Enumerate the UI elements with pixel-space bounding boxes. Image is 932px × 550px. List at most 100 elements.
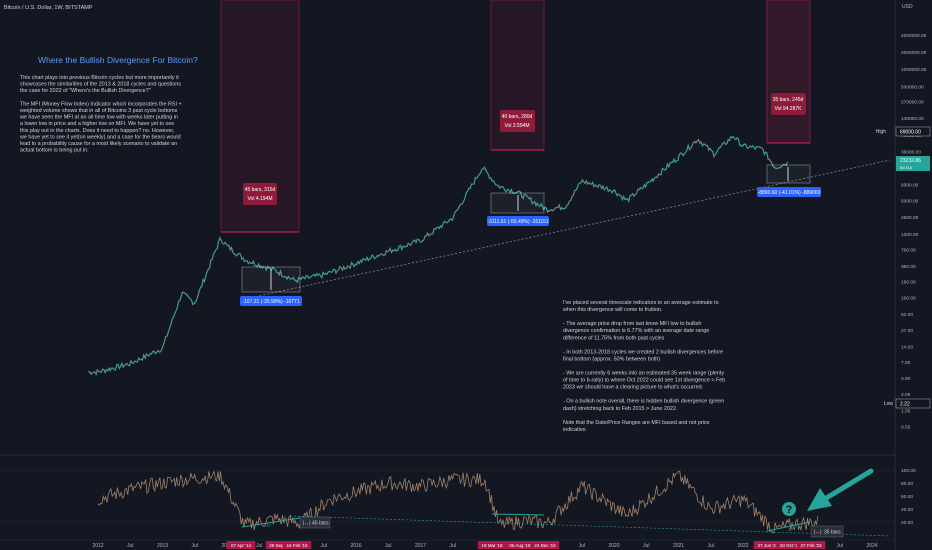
note1-line: lead to a probability cause for a most l… xyxy=(20,141,177,147)
svg-text:27 Jun '22: 27 Jun '22 xyxy=(758,543,779,548)
mfi-divergence-1 xyxy=(241,517,301,528)
price-series-shadow xyxy=(88,135,788,376)
price-tick-label: 500000.00 xyxy=(901,84,924,90)
mfi-axis-ticks: 100.00 80.00 60.00 40.00 20.00 xyxy=(901,468,916,526)
time-tick-label: 2020 xyxy=(608,543,619,549)
time-marker: 16 Feb '15 xyxy=(282,541,312,549)
mfi-tag-3: 1? xyxy=(788,527,794,532)
svg-text:06 Aug '18: 06 Aug '18 xyxy=(509,543,531,548)
time-tick-label: 2022 xyxy=(737,543,748,549)
mfi-tick-label: 20.00 xyxy=(901,520,913,526)
svg-text:45 bars: 45 bars xyxy=(312,521,329,527)
note2-line: - In both 2013-2018 cycles we created 2 … xyxy=(563,349,723,355)
symbol-title: Bitcoin / U.S. Dollar, 1W, BITSTAMP xyxy=(4,5,93,11)
mfi-tag-1: 1? xyxy=(266,523,272,528)
time-tick-label: 2017 xyxy=(415,543,426,549)
range-2-label-box xyxy=(500,110,535,132)
time-marker: 19 Mar '18 xyxy=(477,541,507,549)
svg-text:-107.21 (-35.90%) -10771: -107.21 (-35.90%) -10771 xyxy=(242,299,299,305)
mfi-series-line xyxy=(97,469,819,534)
time-marker: 27 Jun '22 xyxy=(753,541,783,549)
time-marker: 06 Aug '18 xyxy=(505,541,535,549)
svg-text:-3111.51 (-55.49%) -311151: -3111.51 (-55.49%) -311151 xyxy=(487,219,549,225)
price-tick-label: 140000.00 xyxy=(901,116,924,122)
time-marker: 29 Sep '14 xyxy=(265,541,295,549)
svg-text:16 Feb '15: 16 Feb '15 xyxy=(286,543,308,548)
time-tick-label: 2021 xyxy=(673,543,684,549)
note2-line: I've placed several timescale indicators… xyxy=(563,300,719,306)
svg-text:07 Apr '14: 07 Apr '14 xyxy=(231,543,252,548)
price-range-1-label xyxy=(240,296,302,306)
range-3-bars: 35 bars, 245d xyxy=(773,97,804,103)
note1-line: actual bottom is being put in. xyxy=(20,148,89,154)
time-tick-label: Jul xyxy=(579,543,585,549)
note2-line: indicative. xyxy=(563,427,587,433)
note2-line: - The average price drop from last know … xyxy=(563,321,701,327)
time-marker: 20 Oct '22 xyxy=(775,541,805,549)
current-price-value: 23232.86 xyxy=(900,158,921,164)
note2-line: - On a bullish note overall, there is hi… xyxy=(563,399,724,405)
note1-line: The MFI (Money Flow Index) Indicator whi… xyxy=(20,101,182,107)
svg-text:27 Feb '23: 27 Feb '23 xyxy=(800,543,822,548)
note1-line: showcases the similarities of the 2013 &… xyxy=(20,82,181,88)
note2-line: of time to b-rally) to where Oct 2022 co… xyxy=(563,378,725,384)
time-tick-label: 2012 xyxy=(92,543,103,549)
mfi-tick-label: 60.00 xyxy=(901,494,913,500)
note2-line: - We are currently 6 weeks into an estim… xyxy=(563,371,724,377)
date-range-2[interactable]: 40 bars, 280d Vol 2.594M xyxy=(490,0,545,151)
time-marker: 07 Apr '14 xyxy=(226,541,256,549)
svg-text:19 Mar '18: 19 Mar '18 xyxy=(481,543,503,548)
price-tick-label: 5000.00 xyxy=(901,199,919,205)
mfi-tick-label: 40.00 xyxy=(901,507,913,513)
note2-body: I've placed several timescale indicators… xyxy=(562,300,725,433)
price-range-3-label xyxy=(757,187,821,197)
price-tick-label: 4000000.00 xyxy=(901,33,927,39)
note1-line: a lower low in price and a higher low on… xyxy=(20,121,174,127)
price-range-3[interactable]: -8890.60 (-41.01%) -889060 xyxy=(757,164,821,197)
note1-line: the case for 2022 of "Where's the Bullis… xyxy=(20,88,151,94)
price-range-1[interactable]: -107.21 (-35.90%) -10771 xyxy=(240,266,302,306)
date-range-1[interactable]: 45 bars, 315d Vol 4.194M xyxy=(220,0,300,233)
price-tick-label: 2000000.00 xyxy=(901,50,927,56)
note2-line: dash) stretching back to Feb 2015 > June… xyxy=(563,406,677,412)
time-tick-label: 2024 xyxy=(866,543,877,549)
range-1-vol: Vol 4.194M xyxy=(247,196,272,202)
note1-line: this play out in the charts. Does it nee… xyxy=(20,128,175,134)
note2-line: divergence confirmation is 6.77% with an… xyxy=(563,328,709,334)
time-tick-label: Jul xyxy=(643,543,649,549)
note1-line: we have seen the MFI at an all time low … xyxy=(19,115,178,121)
price-range-2[interactable]: -3111.51 (-55.49%) -311151 xyxy=(487,192,549,226)
price-tick-label: 1.05 xyxy=(901,409,911,415)
price-tick-label: 1000000.00 xyxy=(901,67,927,73)
support-trendline xyxy=(239,159,891,301)
mfi-hidden-divergence xyxy=(289,515,891,537)
svg-text:-8890.60 (-41.01%) -889060: -8890.60 (-41.01%) -889060 xyxy=(758,190,821,196)
price-tick-label: 2.05 xyxy=(901,392,911,398)
high-marker: High 69000.00 xyxy=(876,126,931,137)
note1-body: This chart plays into previous Bitcoin c… xyxy=(19,75,182,154)
time-tick-label: Jul xyxy=(127,543,133,549)
price-tick-label: 700.00 xyxy=(901,247,916,253)
time-tick-label: Jul xyxy=(256,543,262,549)
price-tick-label: 100.00 xyxy=(901,296,916,302)
range-1-label-box xyxy=(243,183,277,205)
range-1-bars: 45 bars, 315d xyxy=(245,187,276,193)
time-tick-label: Jul xyxy=(192,543,198,549)
mfi-bars-label-1: |↔| 45 bars xyxy=(299,516,331,529)
time-marker: 24 Dec '18 xyxy=(530,541,560,549)
note2-line: 2023 we should have a clearing picture t… xyxy=(563,385,703,391)
price-tick-label: 190.00 xyxy=(901,280,916,286)
high-value: 69000.00 xyxy=(900,130,921,136)
note2-line: Note that the Date/Price Ranges are MFI … xyxy=(563,420,710,426)
price-tick-label: 3.90 xyxy=(901,376,911,382)
price-tick-label: 360.00 xyxy=(901,264,916,270)
price-tick-label: 36000.00 xyxy=(901,150,921,156)
svg-text:35 bars: 35 bars xyxy=(824,530,841,536)
date-range-3[interactable]: 35 bars, 245d Vol 94.287K xyxy=(766,0,811,144)
range-2-bars: 40 bars, 280d xyxy=(502,114,533,120)
time-tick-label: Jul xyxy=(708,543,714,549)
time-tick-label: 2013 xyxy=(157,543,168,549)
